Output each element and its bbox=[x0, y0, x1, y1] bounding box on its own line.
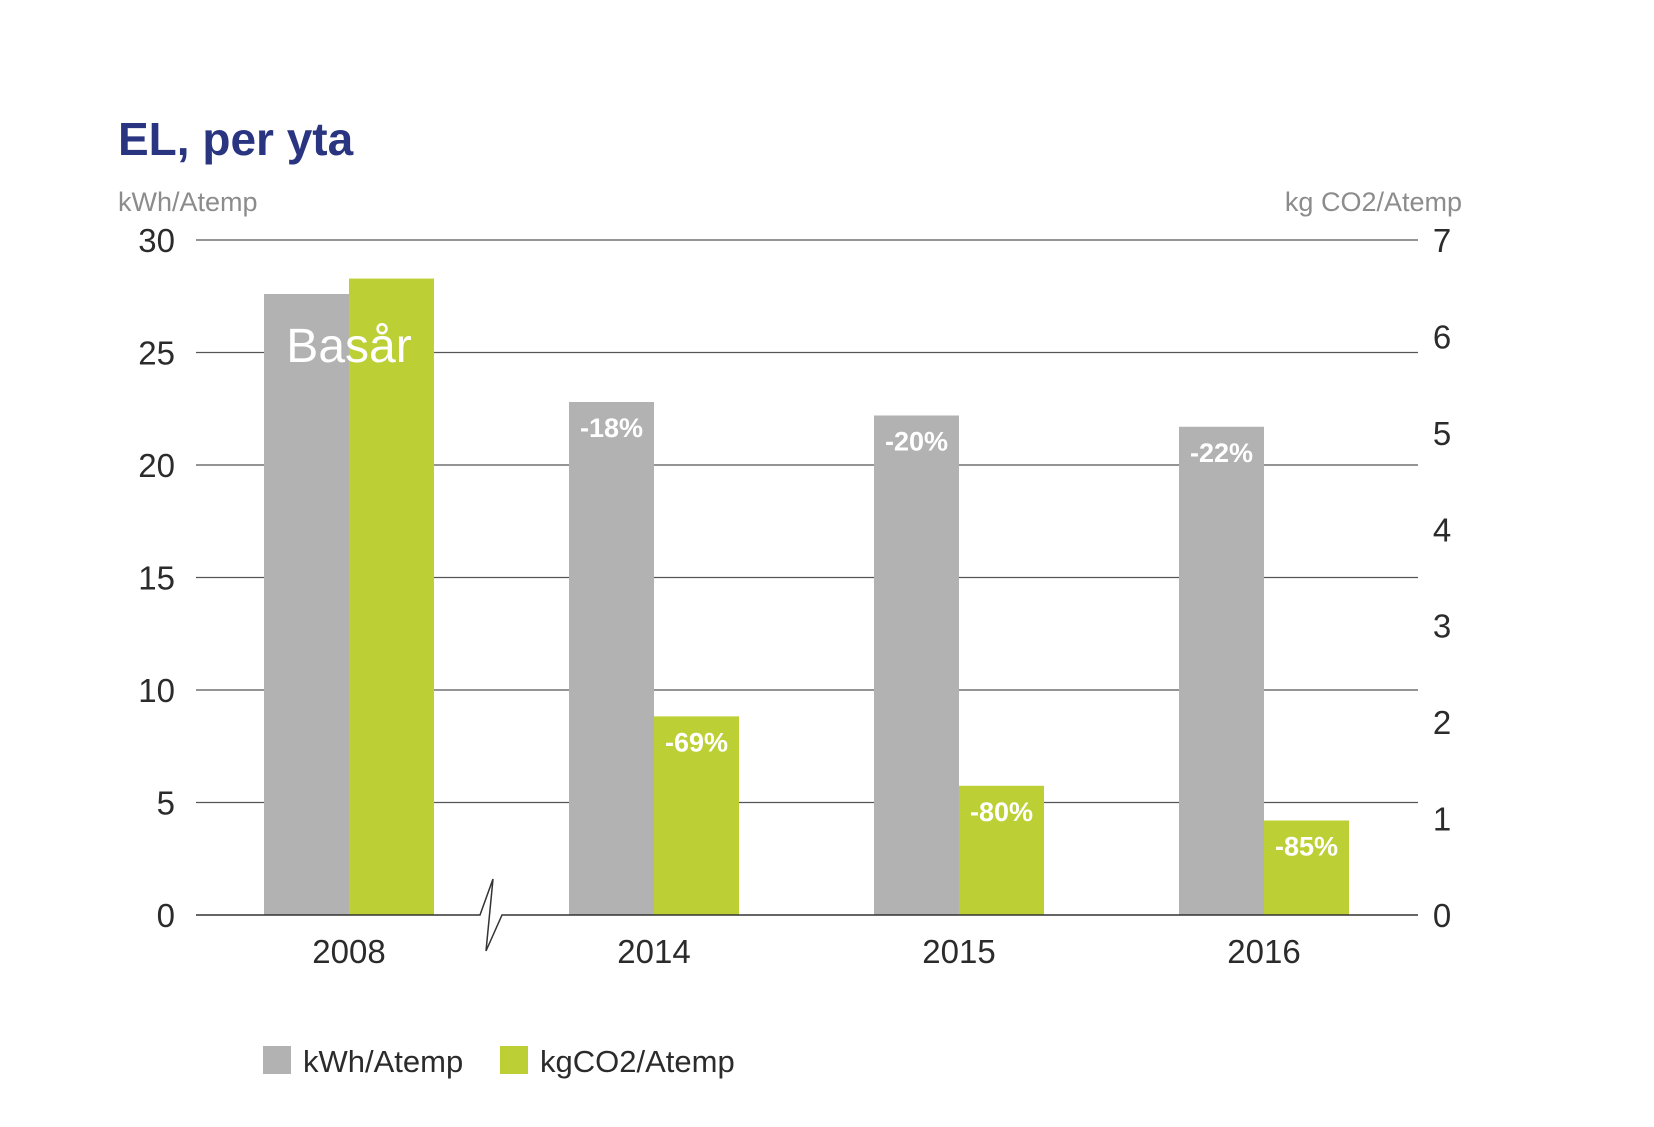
bar-kwh-2008 bbox=[264, 294, 349, 915]
left-tick-label: 10 bbox=[138, 672, 175, 709]
bar-co2-2014 bbox=[654, 716, 739, 915]
co2-change-label-2014: -69% bbox=[665, 727, 728, 757]
base-year-label: Basår bbox=[286, 320, 411, 373]
right-tick-label: 3 bbox=[1433, 608, 1451, 645]
co2-change-label-2016: -85% bbox=[1275, 832, 1338, 862]
bars bbox=[264, 278, 1349, 916]
right-tick-label: 0 bbox=[1433, 897, 1451, 934]
right-tick-label: 1 bbox=[1433, 801, 1451, 838]
right-tick-label: 6 bbox=[1433, 318, 1451, 355]
right-tick-label: 2 bbox=[1433, 704, 1451, 741]
left-tick-label: 5 bbox=[157, 785, 175, 822]
bar-co2-2008 bbox=[349, 278, 434, 916]
legend: kWh/Atemp kgCO2/Atemp bbox=[263, 1044, 735, 1079]
x-axis-baseline-with-break bbox=[196, 878, 1418, 952]
legend-label-co2: kgCO2/Atemp bbox=[540, 1044, 735, 1079]
legend-swatch-co2 bbox=[500, 1046, 528, 1074]
left-tick-label: 15 bbox=[138, 560, 175, 597]
category-label-2015: 2015 bbox=[922, 933, 995, 970]
axes: 0 5 10 15 20 25 30 0 1 2 3 4 5 6 7 2008 2014 2015 2016 bbox=[138, 222, 1451, 970]
data-labels: Basår -18% -69% -20% -80% -22% -85% bbox=[286, 320, 1338, 862]
left-axis-unit-label: kWh/Atemp bbox=[118, 187, 258, 217]
legend-swatch-kwh bbox=[263, 1046, 291, 1074]
category-label-2016: 2016 bbox=[1227, 933, 1300, 970]
right-axis-unit-label: kg CO2/Atemp bbox=[1285, 187, 1462, 217]
right-tick-label: 5 bbox=[1433, 415, 1451, 452]
kwh-change-label-2015: -20% bbox=[885, 427, 948, 457]
co2-change-label-2015: -80% bbox=[970, 797, 1033, 827]
bar-co2-2015 bbox=[959, 785, 1044, 915]
bar-kwh-2015 bbox=[874, 415, 959, 915]
left-tick-label: 30 bbox=[138, 222, 175, 259]
kwh-change-label-2016: -22% bbox=[1190, 438, 1253, 468]
category-label-2014: 2014 bbox=[617, 933, 690, 970]
right-tick-label: 4 bbox=[1433, 511, 1451, 548]
chart-title: EL, per yta bbox=[118, 113, 354, 165]
bar-co2-2016 bbox=[1264, 820, 1349, 915]
left-tick-label: 25 bbox=[138, 335, 175, 372]
bar-kwh-2016 bbox=[1179, 426, 1264, 915]
left-tick-label: 20 bbox=[138, 447, 175, 484]
kwh-change-label-2014: -18% bbox=[580, 413, 643, 443]
bar-kwh-2014 bbox=[569, 402, 654, 915]
left-tick-label: 0 bbox=[157, 897, 175, 934]
category-label-2008: 2008 bbox=[312, 933, 385, 970]
right-tick-label: 7 bbox=[1433, 222, 1451, 259]
legend-label-kwh: kWh/Atemp bbox=[303, 1044, 463, 1079]
